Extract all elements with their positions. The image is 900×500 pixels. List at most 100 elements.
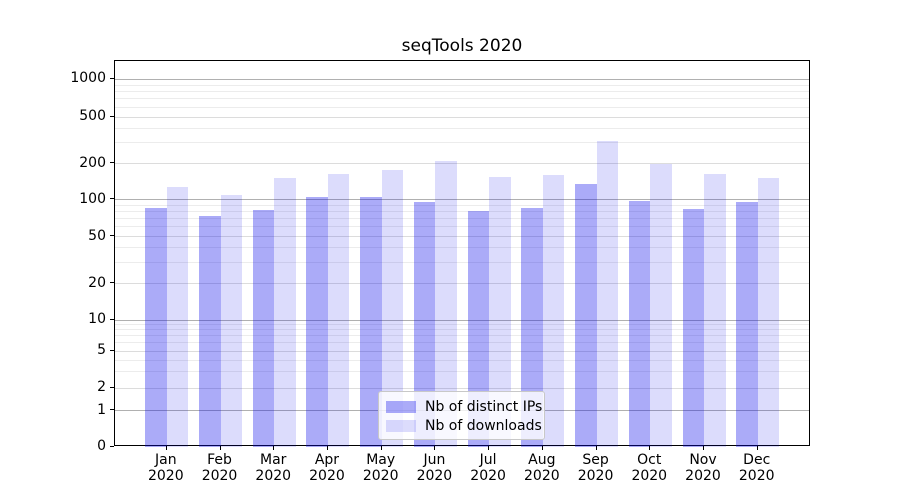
minor-gridline (115, 324, 809, 326)
minor-gridline (115, 127, 809, 129)
bar-downloads-mar (274, 177, 296, 447)
major-gridline (115, 283, 809, 285)
bar-ips-mar (252, 210, 275, 447)
x-tick-label-jul: Jul 2020 (470, 452, 506, 484)
x-tick-mark (219, 446, 221, 450)
major-gridline (115, 199, 809, 200)
minor-gridline (115, 371, 809, 373)
major-gridline (115, 350, 809, 352)
minor-gridline (115, 329, 809, 331)
bar-ips-jul (467, 211, 490, 447)
x-tick-label-oct: Oct 2020 (631, 452, 668, 484)
y-tick-label: 50 (88, 227, 106, 244)
legend: Nb of distinct IPs Nb of downloads (378, 391, 545, 440)
minor-gridline (115, 359, 809, 361)
y-tick-label: 5 (97, 342, 106, 358)
minor-gridline (115, 342, 809, 344)
bar-downloads-jul (489, 176, 511, 447)
chart-title: seqTools 2020 (401, 36, 523, 56)
y-tick-mark (110, 386, 114, 388)
legend-swatch-ips (386, 400, 416, 413)
bar-ips-jun (413, 202, 436, 447)
x-tick-mark (434, 446, 436, 450)
x-tick-mark (273, 446, 275, 450)
bar-ips-oct (628, 200, 651, 447)
minor-gridline (115, 106, 809, 108)
major-gridline (115, 236, 809, 237)
x-tick-label-mar: Mar 2020 (255, 452, 292, 484)
major-gridline (115, 78, 809, 80)
bar-ips-jan (145, 208, 167, 447)
minor-gridline (115, 262, 809, 264)
y-tick-mark (110, 349, 114, 351)
y-tick-mark (110, 198, 114, 199)
bar-ips-sep (575, 183, 597, 447)
minor-gridline (115, 90, 809, 92)
x-tick-label-jan: Jan 2020 (147, 452, 184, 484)
x-tick-mark (488, 446, 490, 450)
y-tick-mark (110, 282, 114, 284)
y-tick-label: 100 (79, 190, 106, 207)
y-tick-mark (110, 77, 114, 79)
x-tick-mark (703, 446, 704, 450)
x-tick-label-jun: Jun 2020 (416, 452, 453, 484)
y-tick-mark (110, 235, 114, 236)
y-tick-label: 200 (79, 154, 106, 171)
y-tick-label: 1 (97, 401, 106, 418)
legend-item-downloads: Nb of downloads (386, 416, 542, 435)
bar-downloads-dec (757, 178, 780, 447)
bar-downloads-apr (327, 174, 350, 447)
plot-area (114, 60, 810, 447)
legend-label-downloads: Nb of downloads (425, 417, 542, 434)
x-tick-label-sep: Sep 2020 (577, 452, 614, 484)
y-tick-label: 20 (88, 274, 106, 291)
bar-downloads-sep (596, 141, 619, 447)
minor-gridline (115, 335, 809, 337)
minor-gridline (115, 204, 809, 206)
x-tick-mark (541, 446, 543, 450)
y-tick-mark (110, 445, 114, 447)
bar-ips-may (360, 196, 382, 447)
x-tick-label-may: May 2020 (362, 452, 399, 484)
major-gridline (115, 163, 809, 164)
y-tick-mark (110, 409, 114, 410)
y-tick-mark (110, 162, 114, 163)
minor-gridline (115, 84, 809, 86)
minor-gridline (115, 247, 809, 249)
x-tick-label-dec: Dec 2020 (738, 452, 775, 484)
x-tick-label-feb: Feb 2020 (201, 452, 238, 484)
bar-downloads-may (381, 170, 404, 447)
legend-item-ips: Nb of distinct IPs (386, 397, 542, 416)
y-tick-label: 500 (79, 108, 106, 124)
bar-downloads-jan (166, 186, 189, 447)
bar-ips-dec (736, 202, 758, 447)
bar-downloads-jun (435, 160, 457, 447)
bar-ips-nov (682, 209, 704, 447)
y-tick-mark (110, 115, 114, 117)
minor-gridline (115, 98, 809, 100)
bar-downloads-oct (650, 164, 672, 447)
x-tick-mark (380, 446, 382, 450)
minor-gridline (115, 210, 809, 212)
major-gridline (115, 387, 809, 389)
legend-swatch-downloads (386, 419, 416, 432)
minor-gridline (115, 226, 809, 228)
bar-ips-aug (521, 208, 543, 447)
bar-downloads-aug (542, 175, 565, 447)
y-tick-label: 2 (97, 379, 106, 395)
x-tick-mark (649, 446, 651, 450)
bar-downloads-feb (220, 194, 243, 447)
x-tick-mark (165, 446, 167, 450)
bar-downloads-nov (704, 174, 726, 447)
minor-gridline (115, 142, 809, 144)
y-tick-label: 1000 (70, 70, 106, 87)
x-tick-mark (756, 446, 758, 450)
minor-gridline (115, 218, 809, 220)
major-gridline (115, 116, 809, 118)
x-tick-label-apr: Apr 2020 (309, 452, 345, 484)
bar-ips-feb (199, 215, 221, 447)
x-tick-label-nov: Nov 2020 (685, 452, 721, 484)
bar-ips-apr (306, 196, 328, 447)
y-tick-label: 10 (88, 311, 106, 327)
